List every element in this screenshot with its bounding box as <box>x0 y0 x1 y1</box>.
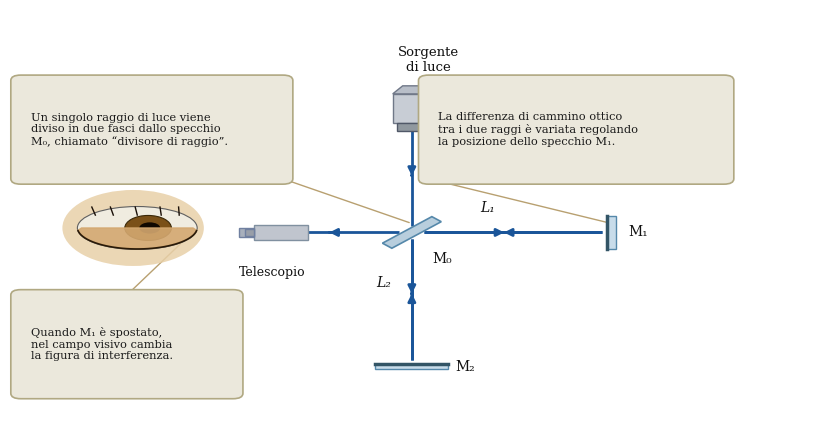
Text: Quando M₁ è spostato,
nel campo visivo cambia
la figura di interferenza.: Quando M₁ è spostato, nel campo visivo c… <box>31 327 173 361</box>
Circle shape <box>62 190 204 266</box>
FancyBboxPatch shape <box>11 75 293 184</box>
FancyBboxPatch shape <box>418 75 734 184</box>
Polygon shape <box>383 217 441 248</box>
Polygon shape <box>78 228 196 249</box>
Text: M₁: M₁ <box>628 225 648 240</box>
Bar <box>245 229 254 236</box>
Text: Sorgente
di luce: Sorgente di luce <box>398 46 459 74</box>
Polygon shape <box>431 86 441 123</box>
FancyBboxPatch shape <box>11 290 243 399</box>
Text: L₁: L₁ <box>480 202 495 215</box>
Text: M₂: M₂ <box>455 359 475 374</box>
Ellipse shape <box>77 207 197 249</box>
Bar <box>393 94 431 123</box>
Bar <box>375 364 448 369</box>
Bar <box>397 123 427 131</box>
Circle shape <box>125 215 171 240</box>
Bar <box>607 216 616 249</box>
Text: M₀: M₀ <box>433 252 453 266</box>
Bar <box>239 228 254 237</box>
Text: Telescopio: Telescopio <box>239 266 306 279</box>
Text: Un singolo raggio di luce viene
diviso in due fasci dallo specchio
M₀, chiamato : Un singolo raggio di luce viene diviso i… <box>31 113 228 147</box>
Circle shape <box>139 222 161 234</box>
Polygon shape <box>393 86 441 94</box>
Text: L₂: L₂ <box>376 276 391 291</box>
Bar <box>254 225 308 240</box>
Text: La differenza di cammino ottico
tra i due raggi è variata regolando
la posizione: La differenza di cammino ottico tra i du… <box>438 113 638 147</box>
